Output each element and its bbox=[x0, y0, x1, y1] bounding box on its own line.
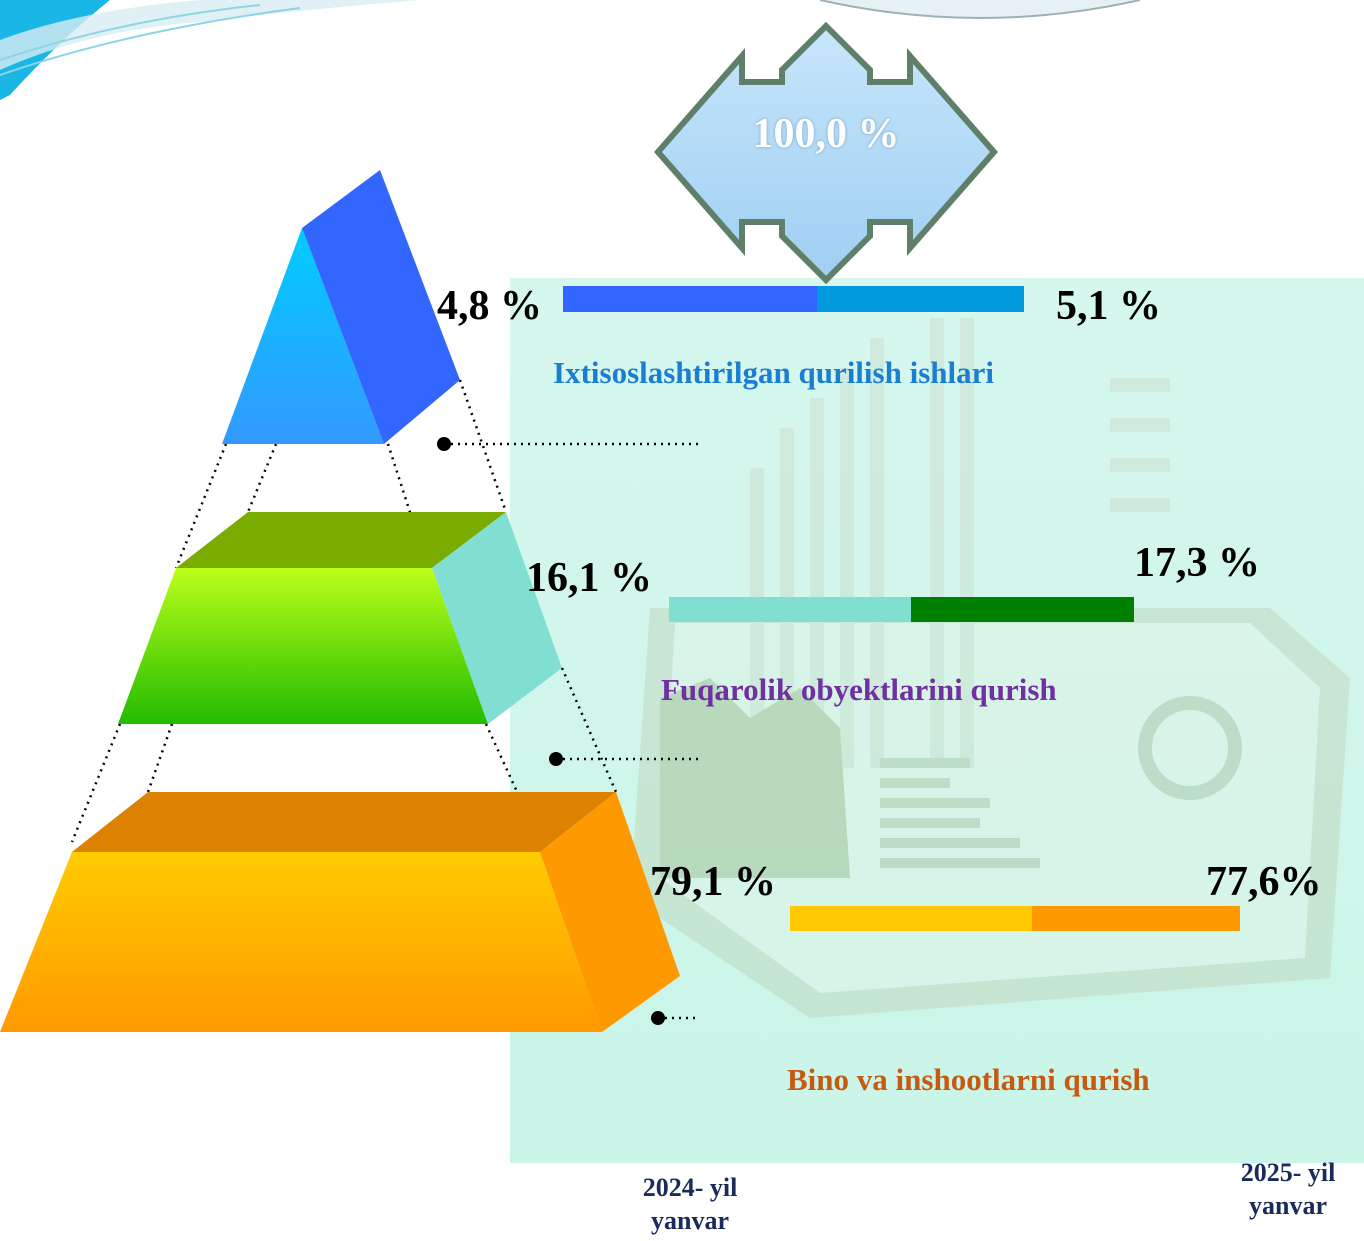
civil-2024-value: 16,1 % bbox=[526, 555, 652, 601]
pyramid-diagram bbox=[0, 170, 700, 1032]
year-2025-line1: 2025- yil bbox=[1240, 1158, 1336, 1187]
total-label: 100,0 % bbox=[752, 111, 900, 157]
year-2024-label: 2024- yil yanvar bbox=[600, 1172, 780, 1237]
total-double-arrow bbox=[654, 22, 998, 284]
pyramid-bottom-top bbox=[72, 792, 616, 852]
pyramid-top-side bbox=[302, 170, 460, 444]
special-category-label: Ixtisoslashtirilgan qurilish ishlari bbox=[553, 355, 994, 390]
year-2025-line2: yanvar bbox=[1249, 1190, 1327, 1220]
building-bar-2024 bbox=[790, 906, 1032, 931]
building-bar-2025 bbox=[1032, 906, 1240, 931]
year-2024-line1: 2024- yil bbox=[642, 1173, 738, 1202]
special-bar-2024 bbox=[563, 286, 817, 312]
special-2024-value: 4,8 % bbox=[437, 283, 542, 329]
pyramid-top-front bbox=[222, 228, 384, 444]
top-ellipse-decoration bbox=[820, 0, 1140, 19]
pyramid-middle-top bbox=[176, 512, 506, 568]
civil-bar-2025 bbox=[911, 597, 1134, 622]
pyramid-bottom-side bbox=[540, 792, 680, 1032]
building-2025-value: 77,6% bbox=[1206, 859, 1322, 905]
special-2025-value: 5,1 % bbox=[1056, 283, 1161, 329]
year-2025-label: 2025- yil yanvar bbox=[1198, 1157, 1364, 1222]
special-bar-2025 bbox=[817, 286, 1024, 312]
building-2024-value: 79,1 % bbox=[650, 859, 776, 905]
year-2024-line2: yanvar bbox=[651, 1205, 729, 1235]
pyramid-middle-side bbox=[432, 512, 562, 724]
top-left-decoration bbox=[0, 0, 420, 100]
civil-bar-2024 bbox=[669, 597, 911, 622]
building-category-label: Bino va inshootlarni qurish bbox=[787, 1062, 1150, 1097]
pyramid-bottom-front bbox=[0, 852, 602, 1032]
civil-category-label: Fuqarolik obyektlarini qurish bbox=[661, 672, 1057, 707]
civil-2025-value: 17,3 % bbox=[1134, 540, 1260, 586]
pyramid-middle-front bbox=[118, 568, 488, 724]
